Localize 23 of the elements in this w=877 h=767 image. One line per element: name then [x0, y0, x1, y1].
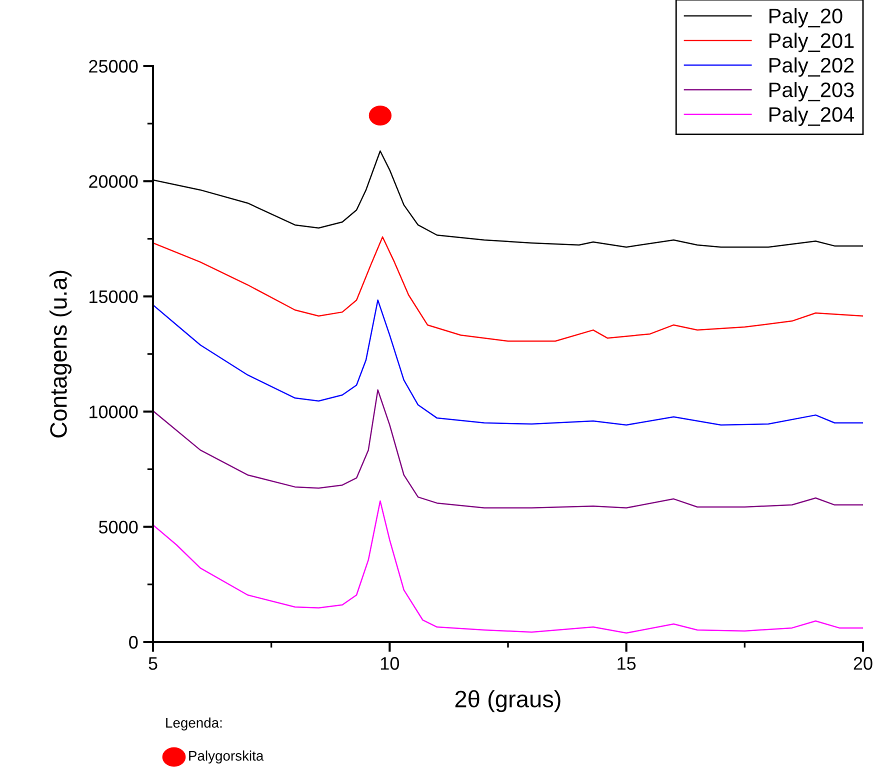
text: Palygorskita — [189, 750, 264, 764]
legend-label: Paly_20 — [770, 8, 842, 28]
line-series — [153, 389, 863, 509]
x-tick-label: 15 — [618, 657, 636, 670]
y-axis-title: Contagens (u.a) — [50, 270, 72, 438]
x-axis-title: 2θ (graus) — [455, 690, 560, 712]
x-tick-label: 10 — [381, 657, 400, 670]
legend-label: Paly_202 — [770, 57, 854, 77]
line-series — [153, 500, 863, 634]
y-tick-label: 0 — [129, 636, 138, 649]
text: Legenda: — [166, 718, 222, 730]
legend-label: Paly_203 — [770, 82, 854, 102]
legend-label: Paly_204 — [770, 106, 854, 126]
line-series — [153, 236, 863, 342]
x-tick-label: 20 — [854, 657, 872, 670]
y-tick-label: 10000 — [90, 406, 138, 418]
y-tick-label: 20000 — [89, 175, 138, 188]
x-tick-label: 5 — [148, 657, 158, 670]
y-tick-label: 5000 — [98, 520, 138, 534]
legend-label: Paly_201 — [770, 32, 854, 52]
y-tick-label: 25000 — [89, 60, 138, 73]
y-tick-label: 15000 — [90, 290, 138, 304]
line-series — [153, 299, 863, 426]
